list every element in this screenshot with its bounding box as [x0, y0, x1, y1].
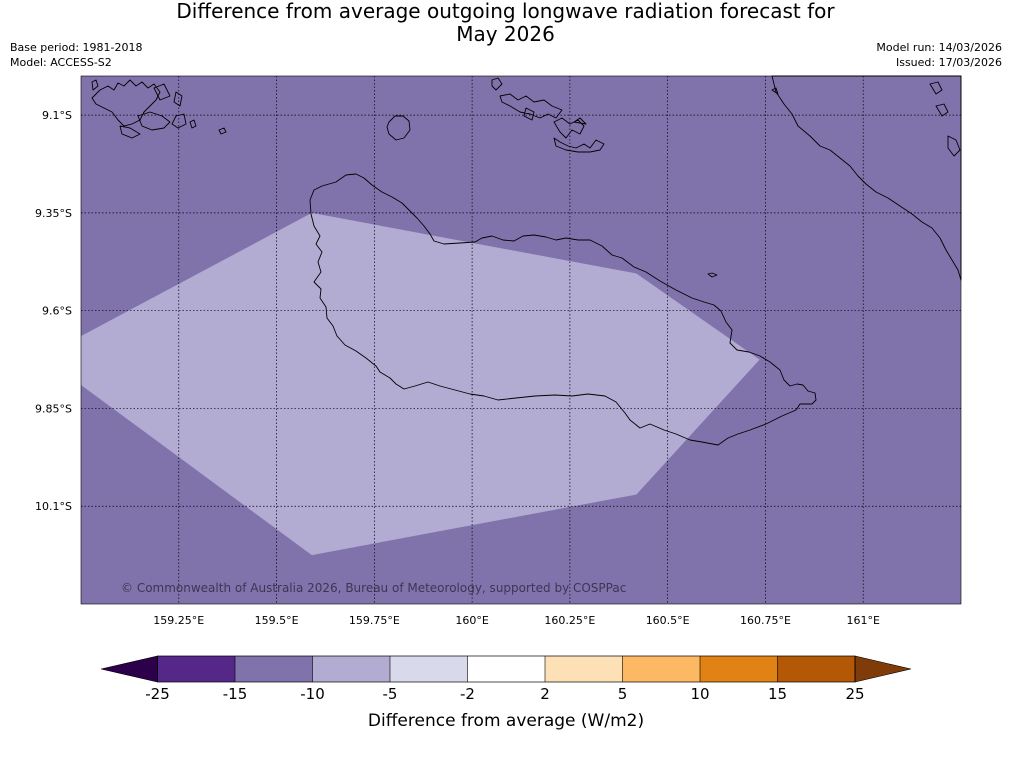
colorbar-segment	[157, 656, 235, 682]
coastline-malaita	[771, 75, 962, 281]
colorbar-outline	[157, 655, 856, 683]
colorbar-extend-high	[854, 655, 912, 683]
colorbar-tick-label: -2	[460, 685, 475, 703]
title-line-2: May 2026	[456, 22, 555, 46]
colorbar-segment	[622, 656, 700, 682]
meta-left: Base period: 1981-2018 Model: ACCESS-S2	[10, 40, 142, 70]
map-area: © Commonwealth of Australia 2026, Bureau…	[80, 75, 962, 605]
lat-tick-label: 9.1°S	[42, 109, 72, 122]
colorbar-segment	[545, 656, 623, 682]
colorbar-segment	[467, 656, 545, 682]
colorbar-tick-label: 25	[845, 685, 864, 703]
colorbar-tick-label: -5	[383, 685, 398, 703]
colorbar-tick-label: 10	[690, 685, 709, 703]
colorbar-segment	[235, 656, 313, 682]
colorbar-extend-low	[100, 655, 158, 683]
colorbar-segment	[700, 656, 778, 682]
lon-tick-label: 160.75°E	[740, 614, 791, 627]
lon-tick-label: 159.5°E	[255, 614, 299, 627]
colorbar-segment	[777, 656, 855, 682]
base-period: Base period: 1981-2018	[10, 41, 143, 54]
lon-tick-label: 161°E	[846, 614, 879, 627]
copyright-notice: © Commonwealth of Australia 2026, Bureau…	[121, 581, 626, 595]
colorbar-tick-label: 15	[768, 685, 787, 703]
lon-tick-label: 159.75°E	[349, 614, 400, 627]
lon-tick-label: 160°E	[455, 614, 488, 627]
graticule	[81, 76, 961, 604]
colorbar-tick-label: -25	[145, 685, 170, 703]
map-frame	[80, 75, 962, 605]
colorbar-tick-label: 2	[540, 685, 550, 703]
model-name: Model: ACCESS-S2	[10, 56, 112, 69]
colorbar-segment	[312, 656, 390, 682]
lat-tick-label: 9.35°S	[35, 207, 72, 220]
longitude-labels: 159.25°E 159.5°E 159.75°E 160°E 160.25°E 160.…	[153, 614, 880, 627]
lat-tick-label: 9.6°S	[42, 305, 72, 318]
chart-title: Difference from average outgoing longwav…	[0, 0, 1011, 46]
lat-tick-label: 10.1°S	[35, 500, 72, 513]
coastline-guadalcanal	[309, 173, 817, 446]
issued-date: Issued: 17/03/2026	[895, 56, 1002, 69]
model-run: Model run: 14/03/2026	[876, 41, 1002, 54]
coastline-savo-island	[386, 115, 411, 141]
lon-tick-label: 160.5°E	[646, 614, 690, 627]
coastline-islet	[707, 272, 718, 278]
colorbar-tick-label: -15	[223, 685, 248, 703]
colorbar: -25 -15 -10 -5 -2 2 5 10 15 25	[100, 655, 912, 703]
title-line-1: Difference from average outgoing longwav…	[176, 0, 835, 23]
lon-tick-label: 160.25°E	[544, 614, 595, 627]
colorbar-segment	[390, 656, 468, 682]
coastline-small-islands-northeast	[771, 81, 961, 157]
lat-tick-label: 9.85°S	[35, 402, 72, 415]
coastline	[91, 75, 962, 446]
latitude-labels: 9.1°S 9.35°S 9.6°S 9.85°S 10.1°S	[35, 109, 72, 513]
colorbar-tick-label: -10	[300, 685, 325, 703]
coastline-florida-islands	[491, 77, 605, 153]
colorbar-label: Difference from average (W/m2)	[368, 711, 644, 731]
colorbar-tick-label: 5	[618, 685, 628, 703]
meta-right: Model run: 14/03/2026 Issued: 17/03/2026	[876, 40, 1002, 70]
lon-tick-label: 159.25°E	[153, 614, 204, 627]
coastline-russell-islands	[91, 79, 227, 139]
